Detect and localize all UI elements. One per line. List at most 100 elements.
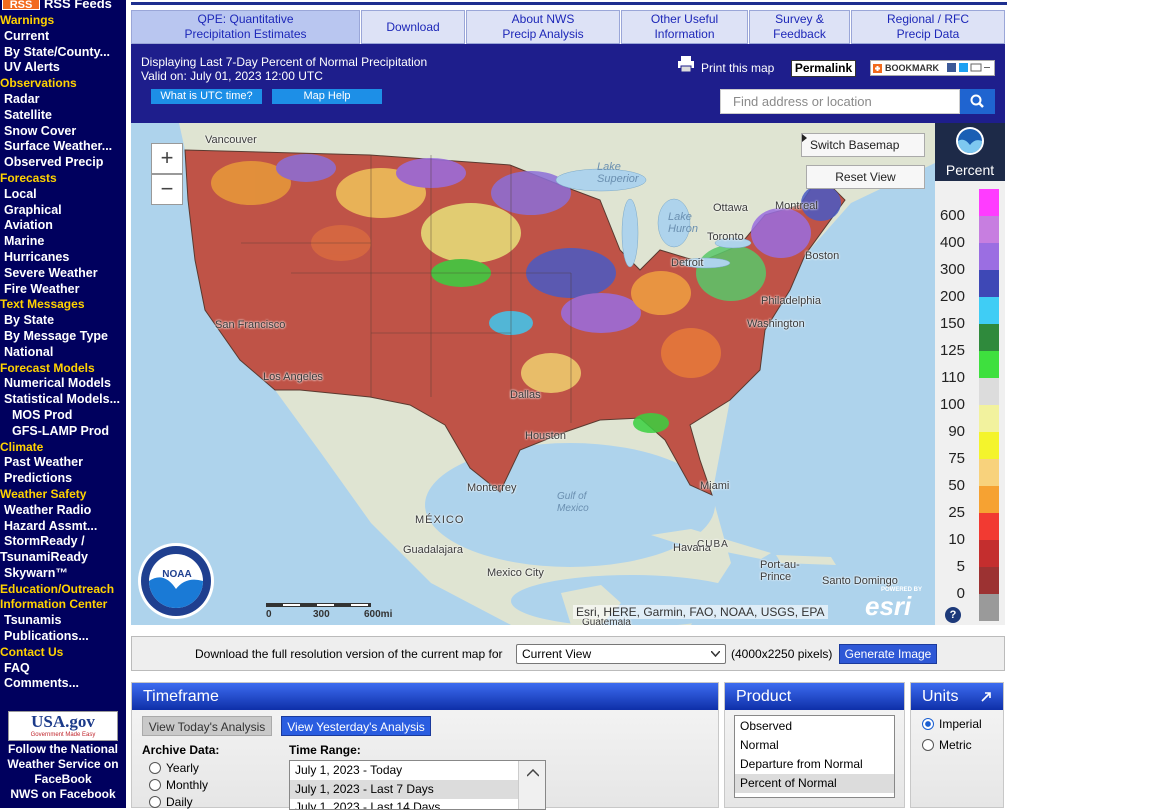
product-list[interactable]: Observed Normal Departure from Normal Pe…: [734, 715, 895, 798]
panel-title: Timeframe: [132, 683, 718, 710]
menu-link[interactable]: Predictions: [4, 471, 73, 486]
search-button[interactable]: [960, 89, 995, 114]
map-label: Philadelphia: [761, 295, 821, 307]
menu-link[interactable]: By Message Type: [4, 328, 108, 343]
menu-link[interactable]: By State: [4, 313, 55, 328]
menu-link[interactable]: Surface Weather...: [4, 139, 113, 154]
search-input[interactable]: Find address or location: [720, 89, 960, 114]
units-radio[interactable]: Imperial: [922, 717, 982, 731]
menu-heading[interactable]: Climate: [0, 439, 44, 454]
reset-view-button[interactable]: Reset View: [806, 165, 925, 189]
archive-radio[interactable]: Monthly: [149, 778, 208, 792]
menu-link[interactable]: Publications...: [4, 629, 89, 644]
menu-link[interactable]: Observed Precip: [4, 155, 104, 170]
menu-heading[interactable]: Contact Us: [0, 644, 64, 659]
menu-heading[interactable]: Warnings: [0, 13, 55, 27]
map-label: Mexico City: [487, 567, 544, 579]
legend-value: 90: [948, 423, 965, 440]
menu-heading[interactable]: Observations: [0, 76, 77, 91]
menu-heading[interactable]: Weather Safety: [0, 486, 87, 501]
printer-icon[interactable]: [677, 56, 695, 72]
menu-link[interactable]: Severe Weather: [4, 265, 98, 280]
menu-link[interactable]: StormReady / TsunamiReady: [0, 534, 88, 565]
menu-link[interactable]: By State/County...: [4, 44, 111, 59]
product-option[interactable]: Departure from Normal: [740, 757, 863, 771]
help-button[interactable]: Map Help: [272, 89, 382, 104]
noaa-logo-text: NOAA: [162, 569, 192, 580]
menu-link[interactable]: UV Alerts: [4, 60, 60, 75]
tab[interactable]: Other Useful Information: [621, 10, 748, 44]
menu-link[interactable]: Marine: [4, 234, 45, 249]
zoom-in-button[interactable]: +: [151, 143, 183, 174]
zoom-out-button[interactable]: −: [151, 174, 183, 205]
menu-link[interactable]: Local: [4, 186, 37, 201]
range-option[interactable]: July 1, 2023 - Last 7 Days: [290, 780, 518, 799]
menu-link[interactable]: Weather Radio: [4, 502, 92, 517]
panel-title: Product: [725, 683, 904, 710]
menu-link[interactable]: Aviation: [4, 218, 53, 233]
expand-icon[interactable]: [981, 691, 992, 702]
menu-heading[interactable]: Text Messages: [0, 297, 85, 312]
bookmark-button[interactable]: BOOKMARK: [870, 60, 995, 76]
menu-link[interactable]: Snow Cover: [4, 123, 77, 138]
menu-heading[interactable]: Education/Outreach: [0, 581, 115, 596]
utc-button[interactable]: What is UTC time?: [151, 89, 262, 104]
menu-link[interactable]: Current: [4, 28, 50, 43]
menu-link[interactable]: Numerical Models: [4, 376, 111, 391]
menu-heading[interactable]: Information Center: [0, 597, 108, 612]
legend-swatch: [979, 567, 999, 594]
units-radio[interactable]: Metric: [922, 738, 972, 752]
menu-link[interactable]: Fire Weather: [4, 281, 80, 296]
print-link[interactable]: Print this map: [701, 61, 775, 75]
map-label: Guadalajara: [403, 544, 463, 556]
legend-value: 150: [939, 315, 965, 332]
range-option[interactable]: July 1, 2023 - Today: [295, 763, 403, 777]
menu-link[interactable]: GFS-LAMP Prod: [12, 423, 109, 438]
units-panel: Units Imperial Metric: [910, 682, 1004, 808]
menu-link[interactable]: Graphical: [4, 202, 62, 217]
product-option[interactable]: Observed: [740, 719, 793, 733]
menu-link[interactable]: MOS Prod: [12, 407, 73, 422]
range-option[interactable]: July 1, 2023 - Last 14 Days: [295, 800, 441, 810]
map-label: Dallas: [510, 389, 541, 401]
archive-radio[interactable]: Yearly: [149, 761, 199, 775]
menu-link[interactable]: Satellite: [4, 107, 52, 122]
menu-heading[interactable]: Forecast Models: [0, 360, 95, 375]
switch-basemap-button[interactable]: Switch Basemap: [801, 133, 925, 157]
archive-radio[interactable]: Daily: [149, 795, 193, 809]
yesterday-button[interactable]: View Yesterday's Analysis: [281, 716, 431, 736]
menu-link[interactable]: National: [4, 344, 54, 359]
scrollbar[interactable]: [518, 761, 545, 809]
menu-link[interactable]: Skywarn™: [4, 565, 68, 580]
menu-link[interactable]: Tsunamis: [4, 613, 62, 628]
menu-link[interactable]: Radar: [4, 91, 40, 106]
tab[interactable]: Download: [361, 10, 465, 44]
menu-link[interactable]: Hurricanes: [4, 249, 70, 264]
generate-image-button[interactable]: Generate Image: [839, 644, 937, 664]
menu-link[interactable]: Hazard Assmt...: [4, 518, 98, 533]
menu-link[interactable]: Past Weather: [4, 455, 83, 470]
tab[interactable]: Regional / RFC Precip Data: [851, 10, 1005, 44]
facebook-link[interactable]: NWS on Facebook: [10, 787, 116, 801]
range-list[interactable]: July 1, 2023 - Today July 1, 2023 - Last…: [289, 760, 546, 810]
menu-link[interactable]: FAQ: [4, 660, 30, 675]
menu-link[interactable]: Statistical Models...: [4, 392, 121, 407]
usagov-logo[interactable]: USA.gov Government Made Easy: [8, 711, 118, 741]
today-button[interactable]: View Today's Analysis: [142, 716, 272, 736]
legend-header: Percent: [935, 123, 1005, 181]
menu-heading[interactable]: Forecasts: [0, 170, 57, 185]
tab[interactable]: Survey & Feedback: [749, 10, 850, 44]
tab[interactable]: About NWS Precip Analysis: [466, 10, 620, 44]
menu-link[interactable]: Comments...: [4, 676, 80, 691]
legend-swatch: [979, 540, 999, 567]
view-select[interactable]: Current View: [516, 644, 726, 664]
map[interactable]: NOAA Vancouver Lake Superior Lake Huron …: [131, 123, 935, 625]
rss-link[interactable]: RSS RSS Feeds: [0, 0, 126, 12]
rss-badge: RSS: [2, 0, 40, 11]
help-icon[interactable]: ?: [945, 607, 961, 623]
product-option[interactable]: Percent of Normal: [735, 774, 894, 793]
tab[interactable]: QPE: Quantitative Precipitation Estimate…: [131, 10, 360, 44]
product-option[interactable]: Normal: [740, 738, 779, 752]
scale-label: 300: [313, 609, 330, 620]
permalink-button[interactable]: Permalink: [791, 60, 856, 77]
